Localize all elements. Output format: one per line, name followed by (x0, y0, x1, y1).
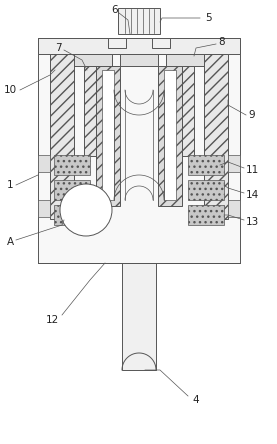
Bar (84, 66, 96, 156)
Bar (204, 54, 228, 219)
Text: A: A (6, 237, 14, 247)
Bar (102, 70, 114, 200)
Bar (118, 8, 160, 34)
Text: 6: 6 (112, 5, 118, 15)
Bar (164, 70, 176, 200)
Text: 4: 4 (193, 395, 199, 405)
Bar (54, 180, 90, 200)
Circle shape (60, 184, 112, 236)
Bar (38, 200, 50, 217)
Bar (122, 263, 156, 370)
Bar (188, 205, 224, 225)
Bar (182, 66, 194, 156)
Text: 11: 11 (245, 165, 259, 175)
Text: 13: 13 (245, 217, 259, 227)
Text: 9: 9 (249, 110, 255, 120)
Text: 10: 10 (3, 85, 17, 95)
Bar (54, 155, 90, 175)
Text: 7: 7 (55, 43, 61, 53)
Text: 1: 1 (7, 180, 13, 190)
Bar (158, 54, 166, 66)
Bar (108, 38, 126, 48)
Bar (38, 155, 50, 172)
Bar (50, 54, 74, 219)
Bar (158, 66, 182, 206)
Bar (152, 38, 170, 48)
Bar (96, 66, 120, 206)
Text: 14: 14 (245, 190, 259, 200)
Bar (38, 38, 240, 54)
Text: 12: 12 (45, 315, 59, 325)
Text: 5: 5 (205, 13, 211, 23)
Text: 8: 8 (219, 37, 225, 47)
Bar (112, 54, 120, 66)
Bar (38, 38, 240, 263)
Bar (188, 155, 224, 175)
Bar (54, 205, 90, 225)
Bar (228, 155, 240, 172)
Bar (50, 54, 228, 66)
Bar (228, 200, 240, 217)
Bar (188, 180, 224, 200)
